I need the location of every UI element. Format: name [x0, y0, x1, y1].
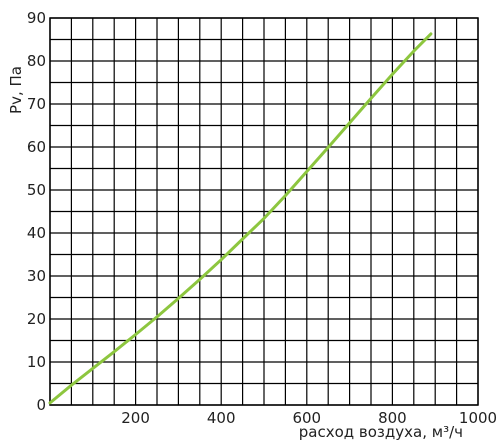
y-tick-label: 70 [27, 95, 46, 113]
chart-grid [49, 17, 479, 406]
y-tick-label: 50 [27, 181, 46, 199]
y-tick-label: 90 [27, 9, 46, 27]
chart-series [48, 32, 433, 405]
x-tick-label: 600 [292, 409, 321, 427]
x-axis-label: расход воздуха, м³/ч [299, 423, 463, 441]
y-axis-label: Pv, Па [7, 66, 25, 114]
x-tick-label: 200 [121, 409, 150, 427]
data-line [48, 32, 433, 405]
y-tick-label: 60 [27, 138, 46, 156]
y-tick-label: 80 [27, 52, 46, 70]
y-tick-label: 30 [27, 267, 46, 285]
y-tick-label: 40 [27, 224, 46, 242]
y-tick-label: 20 [27, 310, 46, 328]
x-tick-label: 1000 [459, 409, 497, 427]
x-tick-label: 800 [378, 409, 407, 427]
x-tick-label: 400 [207, 409, 236, 427]
y-tick-label: 10 [27, 353, 46, 371]
y-tick-label: 0 [36, 396, 46, 414]
chart-ticks: 0 10 20 30 40 50 60 70 80 90 200 400 600 800 1000 [27, 9, 497, 427]
plot-border [49, 17, 479, 406]
